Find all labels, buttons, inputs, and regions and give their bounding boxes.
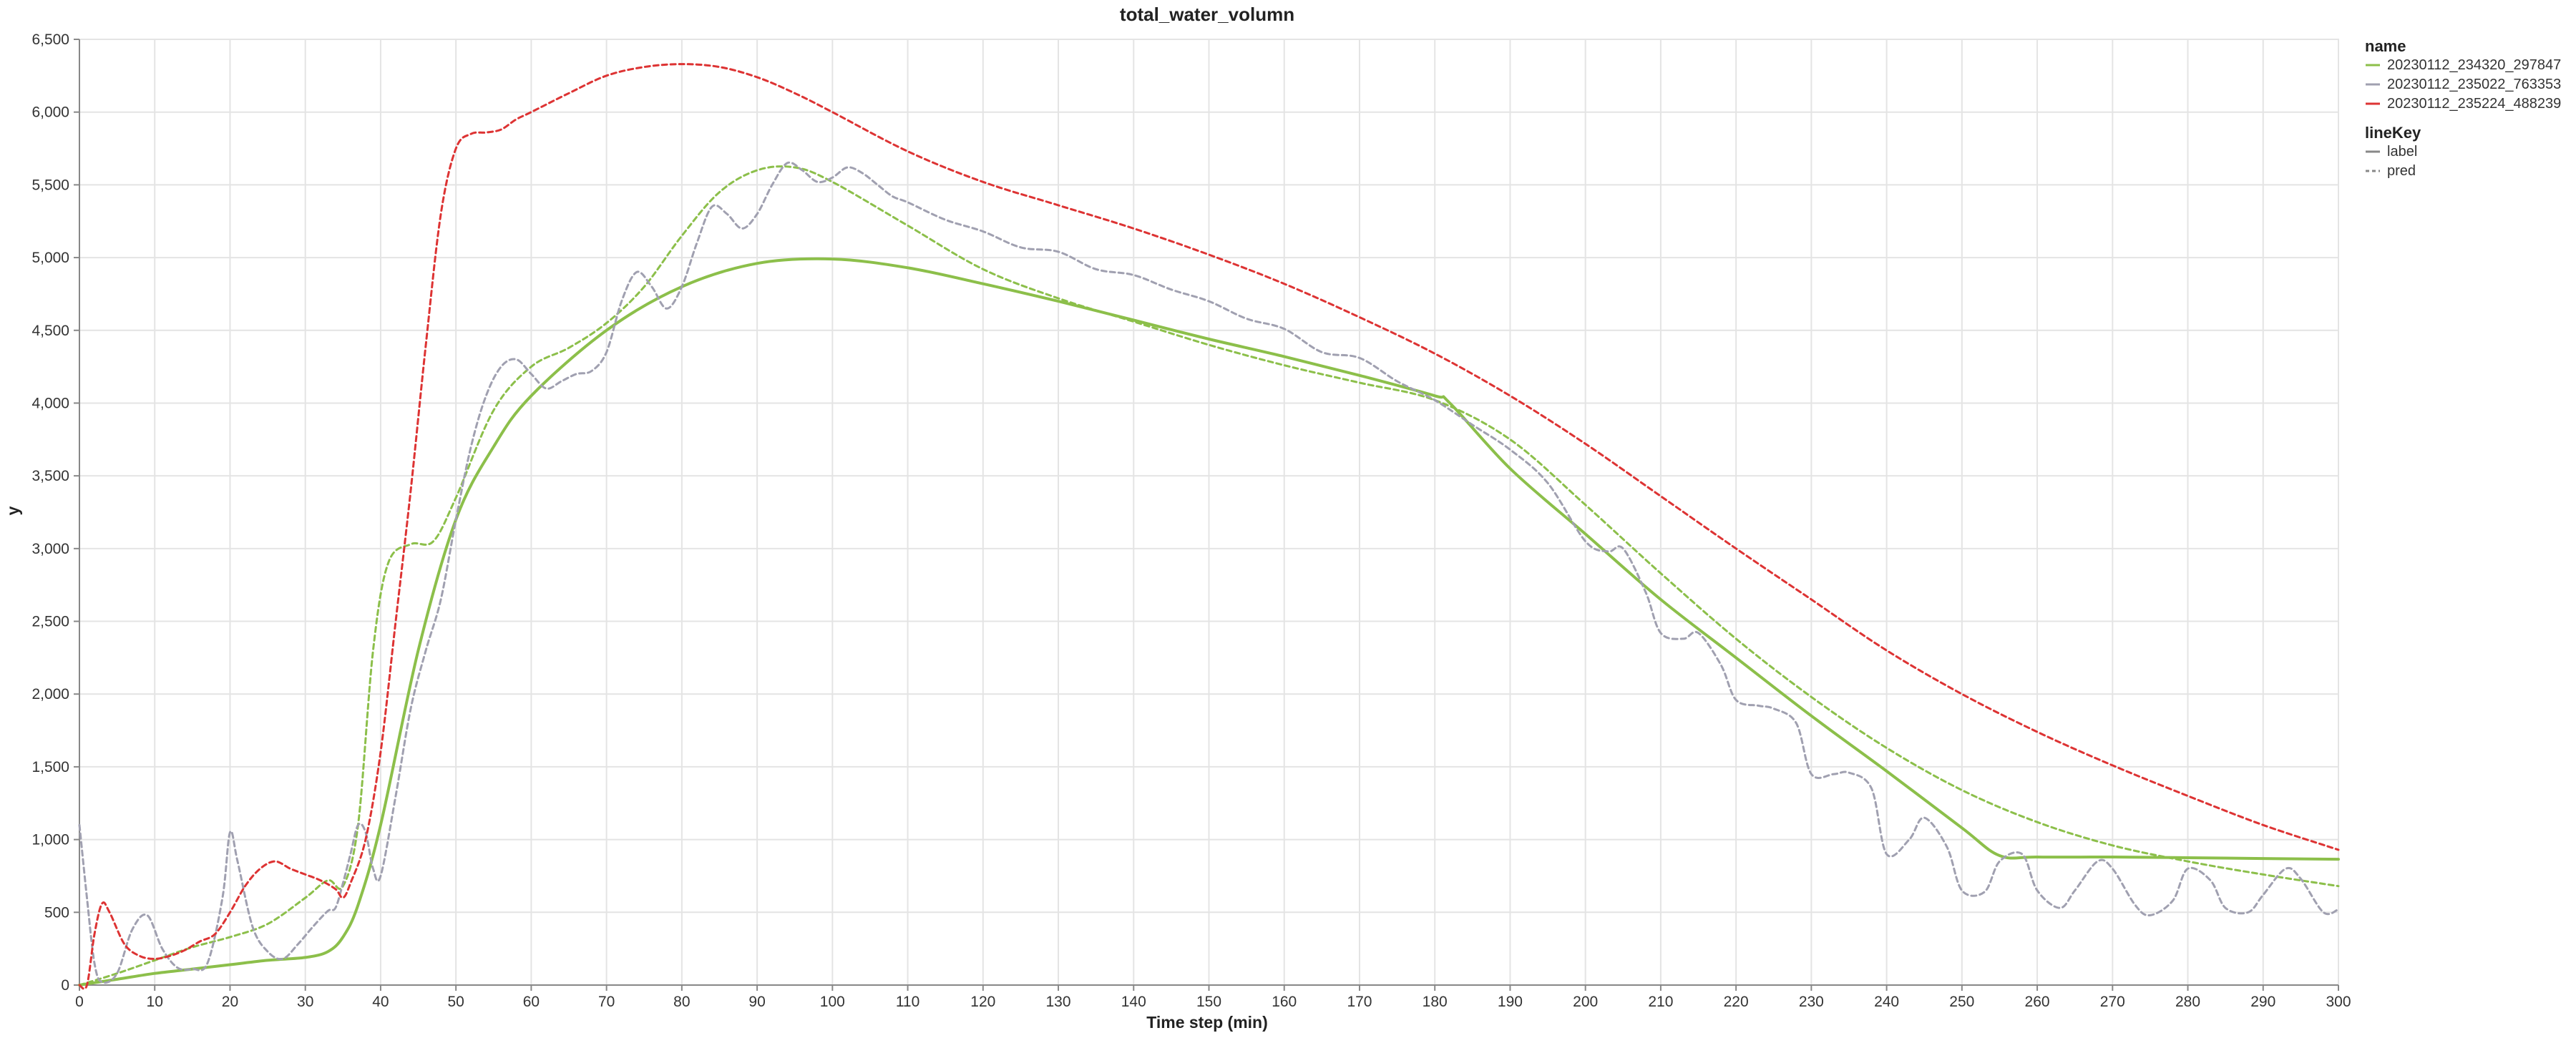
y-tick-label-8: 4,000: [31, 395, 69, 411]
y-tick-label-12: 6,000: [31, 104, 69, 121]
x-tick-label-25: 250: [1949, 994, 1974, 1010]
legend-linekey-label-0: label: [2387, 144, 2417, 160]
chart-title: total_water_volumn: [1120, 4, 1294, 25]
y-tick-label-5: 2,500: [31, 614, 69, 630]
x-tick-label-29: 290: [2250, 994, 2275, 1010]
y-tick-label-13: 6,500: [31, 31, 69, 48]
x-tick-label-13: 130: [1046, 994, 1071, 1010]
x-tick-label-6: 60: [523, 994, 540, 1010]
y-tick-label-7: 3,500: [31, 468, 69, 484]
x-tick-label-23: 230: [1799, 994, 1824, 1010]
legend-linekey-entries: label pred: [2366, 144, 2417, 179]
legend-title-linekey: lineKey: [2365, 124, 2421, 142]
y-tick-label-0: 0: [61, 977, 69, 994]
y-tick-label-1: 500: [44, 904, 69, 921]
y-axis-ticks: 0 500 1,000 1,500 2,000 2,500 3,000 3,500 4,000 4…: [31, 31, 79, 994]
x-tick-label-17: 170: [1347, 994, 1372, 1010]
y-tick-label-3: 1,500: [31, 759, 69, 775]
y-tick-label-10: 5,000: [31, 250, 69, 266]
x-tick-label-14: 140: [1121, 994, 1146, 1010]
x-tick-label-3: 30: [297, 994, 313, 1010]
x-tick-label-10: 100: [820, 994, 845, 1010]
x-tick-label-21: 210: [1648, 994, 1673, 1010]
x-tick-label-7: 70: [598, 994, 615, 1010]
series-line-pred-1: [78, 165, 2340, 986]
series-line-pred-2: [78, 161, 2340, 984]
y-tick-label-2: 1,000: [31, 832, 69, 848]
x-tick-label-30: 300: [2326, 994, 2351, 1010]
series-line-label-0: [78, 257, 2340, 986]
legend-name-entries: 20230112_234320_297847 20230112_235022_76…: [2366, 57, 2561, 112]
x-tick-label-28: 280: [2175, 994, 2200, 1010]
x-tick-label-26: 260: [2025, 994, 2050, 1010]
y-tick-label-6: 3,000: [31, 541, 69, 557]
x-tick-label-24: 240: [1874, 994, 1899, 1010]
x-tick-label-5: 50: [447, 994, 464, 1010]
y-tick-label-9: 4,500: [31, 323, 69, 339]
x-tick-label-20: 200: [1573, 994, 1598, 1010]
series-lines: [78, 63, 2340, 990]
legend-label-0: 20230112_234320_297847: [2387, 57, 2561, 73]
x-tick-label-8: 80: [673, 994, 690, 1010]
x-tick-label-11: 110: [896, 994, 919, 1010]
x-tick-label-16: 160: [1272, 994, 1297, 1010]
x-tick-label-9: 90: [748, 994, 765, 1010]
legend-title-name: name: [2365, 37, 2406, 55]
series-line-pred-3: [78, 63, 2340, 990]
legend-linekey-label-1: pred: [2387, 163, 2416, 179]
y-axis-title: y: [4, 506, 22, 515]
x-tick-label-22: 220: [1724, 994, 1749, 1010]
x-tick-label-1: 10: [147, 994, 163, 1010]
x-tick-label-19: 190: [1498, 994, 1523, 1010]
y-tick-label-4: 2,000: [31, 686, 69, 702]
legend-label-2: 20230112_235224_488239: [2387, 96, 2561, 112]
x-tick-label-2: 20: [222, 994, 238, 1010]
x-axis-title: Time step (min): [1146, 1013, 1268, 1032]
x-tick-label-0: 0: [75, 994, 84, 1010]
x-tick-label-27: 270: [2100, 994, 2125, 1010]
grid: [79, 39, 2339, 986]
y-tick-label-11: 5,500: [31, 177, 69, 193]
x-axis-ticks: 0 10 20 30 40 50 60 70 80 90 100 110 120 130 140 150 160…: [75, 985, 2351, 1010]
x-tick-label-15: 150: [1196, 994, 1221, 1010]
x-tick-label-18: 180: [1423, 994, 1448, 1010]
legend: name 20230112_234320_297847 20230112_2350…: [2365, 37, 2561, 179]
x-tick-label-4: 40: [372, 994, 389, 1010]
x-tick-label-12: 120: [970, 994, 995, 1010]
legend-label-1: 20230112_235022_763353: [2387, 77, 2561, 92]
